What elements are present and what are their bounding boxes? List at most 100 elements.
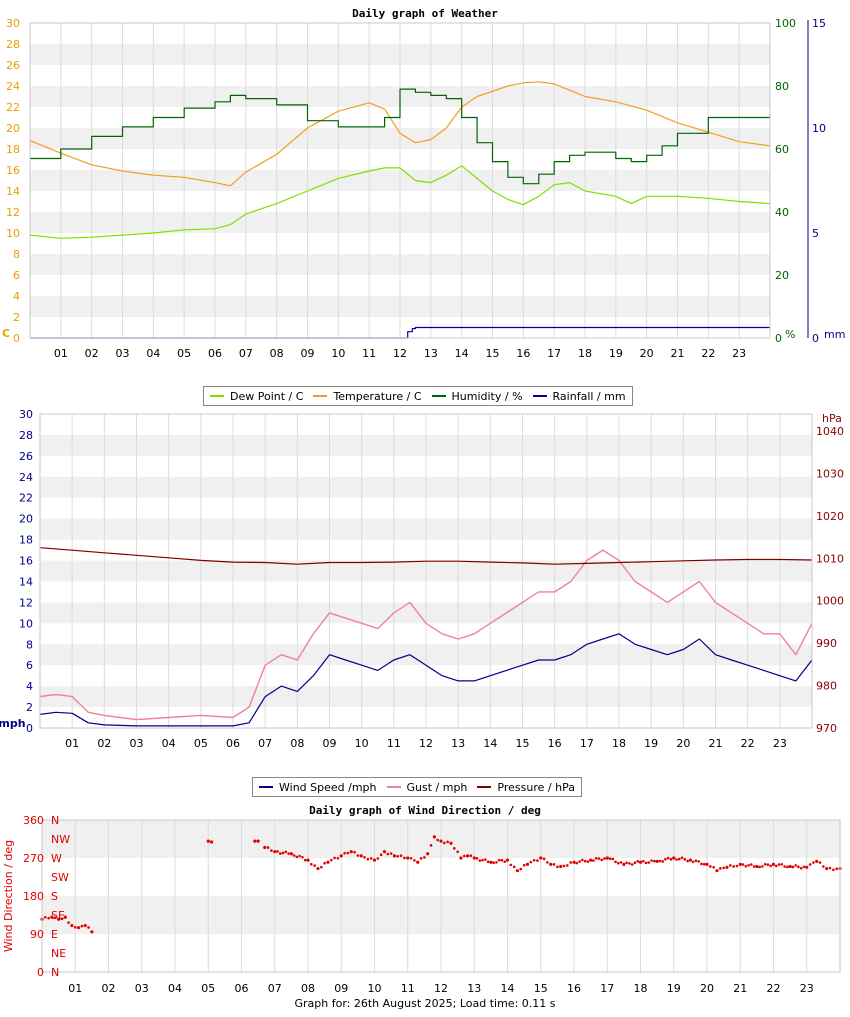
direction-point bbox=[44, 915, 47, 919]
direction-point bbox=[797, 865, 800, 869]
compass-label: E bbox=[51, 928, 58, 941]
x-tick-label: 10 bbox=[368, 982, 382, 995]
direction-point bbox=[605, 856, 609, 860]
y-right-rain-tick-label: 10 bbox=[812, 122, 826, 135]
y-tick-label: 0 bbox=[37, 966, 44, 979]
x-tick-label: 04 bbox=[168, 982, 182, 995]
x-tick-label: 15 bbox=[534, 982, 548, 995]
x-tick-label: 12 bbox=[419, 737, 433, 750]
direction-point bbox=[697, 860, 700, 863]
direction-point bbox=[522, 863, 526, 867]
direction-point bbox=[292, 854, 296, 857]
direction-point bbox=[578, 860, 581, 863]
direction-point bbox=[70, 923, 74, 928]
x-tick-label: 23 bbox=[800, 982, 814, 995]
x-tick-label: 18 bbox=[612, 737, 626, 750]
x-tick-label: 01 bbox=[68, 982, 82, 995]
direction-point bbox=[771, 862, 776, 866]
direction-point bbox=[256, 839, 260, 843]
direction-point bbox=[630, 863, 634, 866]
x-tick-label: 19 bbox=[609, 347, 623, 360]
x-tick-label: 20 bbox=[700, 982, 714, 995]
direction-point bbox=[443, 841, 446, 845]
direction-point bbox=[617, 861, 620, 865]
wind-direction-chart: Daily graph of Wind Direction / deg 01 02… bbox=[2, 804, 842, 995]
direction-point bbox=[619, 861, 623, 864]
direction-point bbox=[647, 861, 651, 864]
direction-point bbox=[788, 864, 792, 869]
direction-point bbox=[529, 860, 533, 864]
y-right-tick-label: 1010 bbox=[816, 552, 844, 565]
direction-point bbox=[744, 865, 748, 868]
axis-unit-label: mph bbox=[0, 717, 26, 730]
x-tick-label: 19 bbox=[644, 737, 658, 750]
direction-point bbox=[284, 850, 288, 854]
direction-point bbox=[432, 835, 436, 839]
y-right-rain-tick-label: 0 bbox=[812, 332, 819, 345]
y-right-tick-label: 990 bbox=[816, 637, 837, 650]
direction-point bbox=[691, 860, 695, 864]
direction-point bbox=[90, 930, 94, 934]
direction-point bbox=[389, 852, 393, 855]
direction-point bbox=[353, 850, 356, 854]
x-tick-label: 05 bbox=[194, 737, 208, 750]
y-right-tick-label: 1030 bbox=[816, 467, 844, 480]
direction-point bbox=[594, 857, 598, 860]
direction-point bbox=[677, 857, 681, 861]
direction-point bbox=[446, 840, 449, 844]
direction-point bbox=[532, 858, 536, 862]
x-tick-label: 17 bbox=[547, 347, 561, 360]
direction-point bbox=[769, 864, 773, 868]
legend-item: Rainfall / mm bbox=[532, 390, 626, 403]
plot-border bbox=[39, 413, 813, 729]
x-tick-label: 02 bbox=[102, 982, 116, 995]
compass-label: SE bbox=[51, 909, 65, 922]
x-tick-label: 13 bbox=[451, 737, 465, 750]
direction-point bbox=[808, 863, 812, 866]
direction-point bbox=[694, 859, 698, 863]
direction-point bbox=[805, 865, 809, 869]
direction-point bbox=[515, 869, 520, 873]
compass-label: N bbox=[51, 814, 59, 827]
y-right-humidity-tick-label: 40 bbox=[775, 206, 789, 219]
x-tick-label: 22 bbox=[767, 982, 781, 995]
x-tick-label: 16 bbox=[516, 347, 530, 360]
y-left-tick-label: 22 bbox=[19, 492, 33, 505]
y-left-tick-label: 22 bbox=[6, 101, 20, 114]
series-line bbox=[39, 549, 813, 721]
direction-point bbox=[763, 862, 767, 866]
direction-point bbox=[303, 858, 307, 862]
y-right-rain-tick-label: 5 bbox=[812, 227, 819, 240]
direction-point bbox=[379, 853, 383, 856]
direction-point bbox=[449, 841, 453, 845]
y-left-tick-label: 30 bbox=[19, 408, 33, 421]
x-tick-label: 05 bbox=[201, 982, 215, 995]
direction-point bbox=[399, 854, 403, 858]
direction-point bbox=[556, 865, 559, 869]
x-tick-label: 04 bbox=[146, 347, 160, 360]
y-left-tick-label: 2 bbox=[26, 701, 33, 714]
x-tick-label: 07 bbox=[268, 982, 282, 995]
direction-point bbox=[512, 865, 516, 869]
direction-point bbox=[562, 864, 566, 868]
legend-label: Humidity / % bbox=[451, 389, 523, 403]
x-tick-label: 01 bbox=[65, 737, 79, 750]
y-left-tick-label: 14 bbox=[19, 575, 33, 588]
direction-point bbox=[472, 856, 476, 860]
direction-point bbox=[715, 869, 719, 873]
x-tick-label: 19 bbox=[667, 982, 681, 995]
direction-point bbox=[403, 856, 406, 860]
direction-point bbox=[832, 868, 835, 872]
direction-point bbox=[343, 851, 346, 855]
compass-label: W bbox=[51, 852, 62, 865]
x-tick-label: 15 bbox=[486, 347, 500, 360]
direction-point bbox=[206, 839, 210, 843]
weather-chart: Daily graph of Weather 01 02 03 04 05 06 07 08 0… bbox=[2, 7, 845, 360]
direction-point bbox=[818, 861, 822, 864]
legend-item: Humidity / % bbox=[431, 389, 523, 403]
direction-point bbox=[54, 916, 57, 919]
direction-point bbox=[653, 859, 656, 863]
direction-point bbox=[600, 858, 604, 862]
y-left-tick-label: 10 bbox=[6, 227, 20, 240]
direction-point bbox=[339, 854, 343, 858]
